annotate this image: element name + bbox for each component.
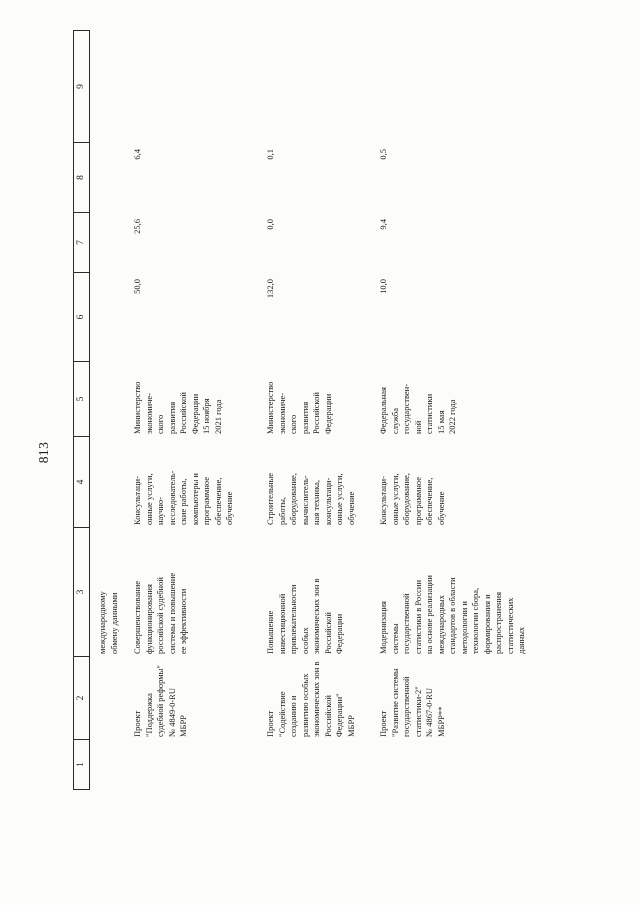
table-cell <box>372 740 378 790</box>
table-cell-amount: 132,0 <box>265 279 275 299</box>
table-row-project-statistics-system: Проект "Развитие системы государственной… <box>372 30 560 790</box>
table-cell <box>90 143 97 213</box>
table-cell-procurement: Консультаци- онные услуги, оборудование,… <box>378 473 446 525</box>
table-cell <box>126 30 132 143</box>
table-cell <box>90 30 97 143</box>
table-cell-procurement: Строительные работы, оборудование, вычис… <box>265 472 356 525</box>
table-cell-amount: 0,0 <box>265 219 275 230</box>
table-cell-amount: 6,4 <box>132 149 142 160</box>
table-cell-project-goal: Совершенствование функционирования росси… <box>132 572 188 654</box>
table-cell-procurement: Консультаци- онные услуги, научно- иссле… <box>132 470 234 525</box>
header-cell-8: 8 <box>74 142 89 212</box>
table-cell-project-name: Проект "Развитие системы государственной… <box>378 668 446 737</box>
table-cell-agency: Министерство экономиче- ского развития Р… <box>265 381 333 434</box>
table-header-row: 1 2 3 4 5 6 7 8 9 <box>73 30 90 790</box>
table-cell-project-name: Проект "Поддержка судебной реформы" № 48… <box>132 665 188 737</box>
table-cell-amount: 25,6 <box>132 219 142 234</box>
table-cell <box>90 740 97 790</box>
table-cell <box>90 213 97 273</box>
table-cell-project-goal: Модернизация системы государственной ста… <box>378 575 526 654</box>
table-cell <box>90 273 97 362</box>
header-cell-6: 6 <box>74 272 89 361</box>
table-cell-amount: 0,1 <box>265 149 275 160</box>
table-cell-project-goal: Повышение инвестиционной привлекательнос… <box>265 578 344 655</box>
header-cell-7: 7 <box>74 212 89 272</box>
table-cell-amount: 9,4 <box>378 219 388 230</box>
table-cell-amount: 50,0 <box>132 279 142 294</box>
header-cell-2: 2 <box>74 656 89 739</box>
table-cell-amount: 0,5 <box>378 149 388 160</box>
table-cell-project-name: Проект "Содействие созданию и развитию о… <box>265 661 356 738</box>
table-cell <box>126 740 132 790</box>
table-row-project-judicial-reform: Проект "Поддержка судебной реформы" № 48… <box>126 30 265 790</box>
table-row-continuation: международному обмену данными <box>90 30 126 790</box>
page-number: 813 <box>36 441 51 464</box>
header-cell-3: 3 <box>74 527 89 656</box>
table-cell <box>90 437 97 528</box>
table-cell-continuation-text: международному обмену данными <box>97 591 119 654</box>
projects-table: 1 2 3 4 5 6 7 8 9 международному обмену … <box>73 30 560 790</box>
table-cell-agency: Министерство экономиче- ского развития Р… <box>132 381 223 434</box>
table-cell <box>90 362 97 437</box>
header-cell-1: 1 <box>74 739 89 789</box>
header-cell-9: 9 <box>75 84 86 89</box>
table-cell-amount: 10,0 <box>378 279 388 294</box>
header-cell-5: 5 <box>74 361 89 436</box>
table-cell <box>90 657 97 740</box>
table-cell <box>372 30 378 143</box>
table-cell-agency: Федеральная служба государствен- ной ста… <box>378 383 457 434</box>
header-cell-4: 4 <box>74 436 89 527</box>
table-row-project-special-economic-zones: Проект "Содействие созданию и развитию о… <box>265 30 372 790</box>
